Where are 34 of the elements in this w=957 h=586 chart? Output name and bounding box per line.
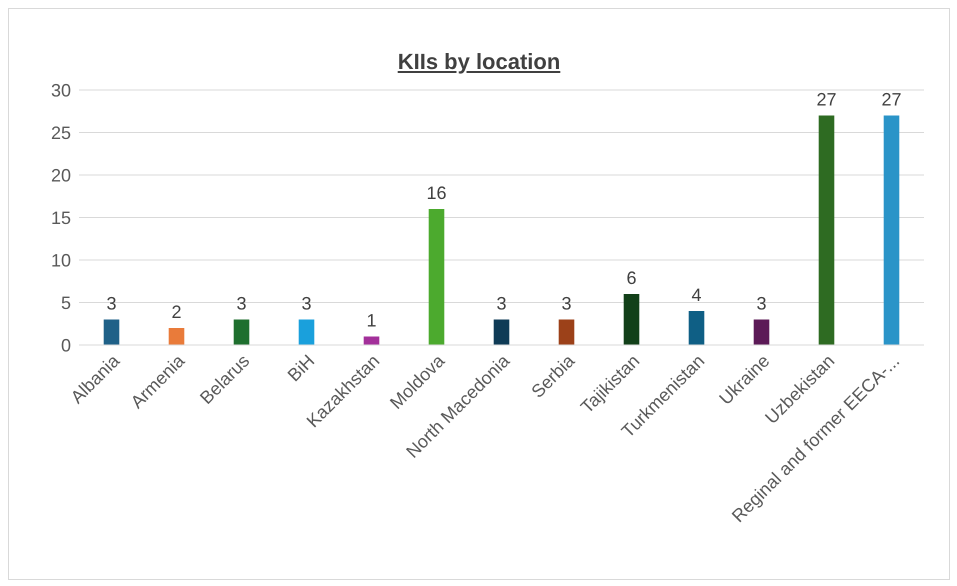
data-label: 16 (426, 183, 447, 203)
bar (884, 116, 900, 345)
data-label: 27 (816, 90, 837, 110)
data-label: 4 (691, 285, 702, 305)
chart-title: KIIs by location (396, 49, 562, 75)
data-label: 6 (626, 268, 637, 288)
y-tick-label: 0 (60, 335, 71, 356)
data-label: 3 (106, 294, 117, 314)
data-label: 3 (561, 294, 572, 314)
bar (818, 116, 834, 345)
y-tick-label: 25 (50, 122, 71, 143)
y-tick-label: 20 (50, 165, 71, 186)
data-label: 3 (756, 294, 767, 314)
data-label: 3 (496, 294, 507, 314)
bar (364, 336, 380, 345)
y-tick-label: 10 (50, 250, 71, 270)
bar (624, 294, 640, 345)
y-tick-label: 30 (50, 80, 71, 100)
data-label: 27 (881, 90, 902, 110)
data-label: 1 (366, 310, 377, 330)
bar (234, 320, 250, 345)
bar (494, 320, 510, 345)
bar (298, 320, 314, 345)
bar (558, 320, 574, 345)
bar (168, 328, 184, 345)
data-label: 2 (171, 302, 182, 322)
bar (104, 320, 120, 345)
bar (688, 311, 704, 345)
data-label: 3 (301, 294, 312, 314)
bar (754, 320, 770, 345)
y-tick-label: 15 (50, 208, 71, 228)
y-tick-label: 5 (60, 292, 71, 313)
bar (428, 209, 444, 345)
data-label: 3 (236, 294, 247, 314)
